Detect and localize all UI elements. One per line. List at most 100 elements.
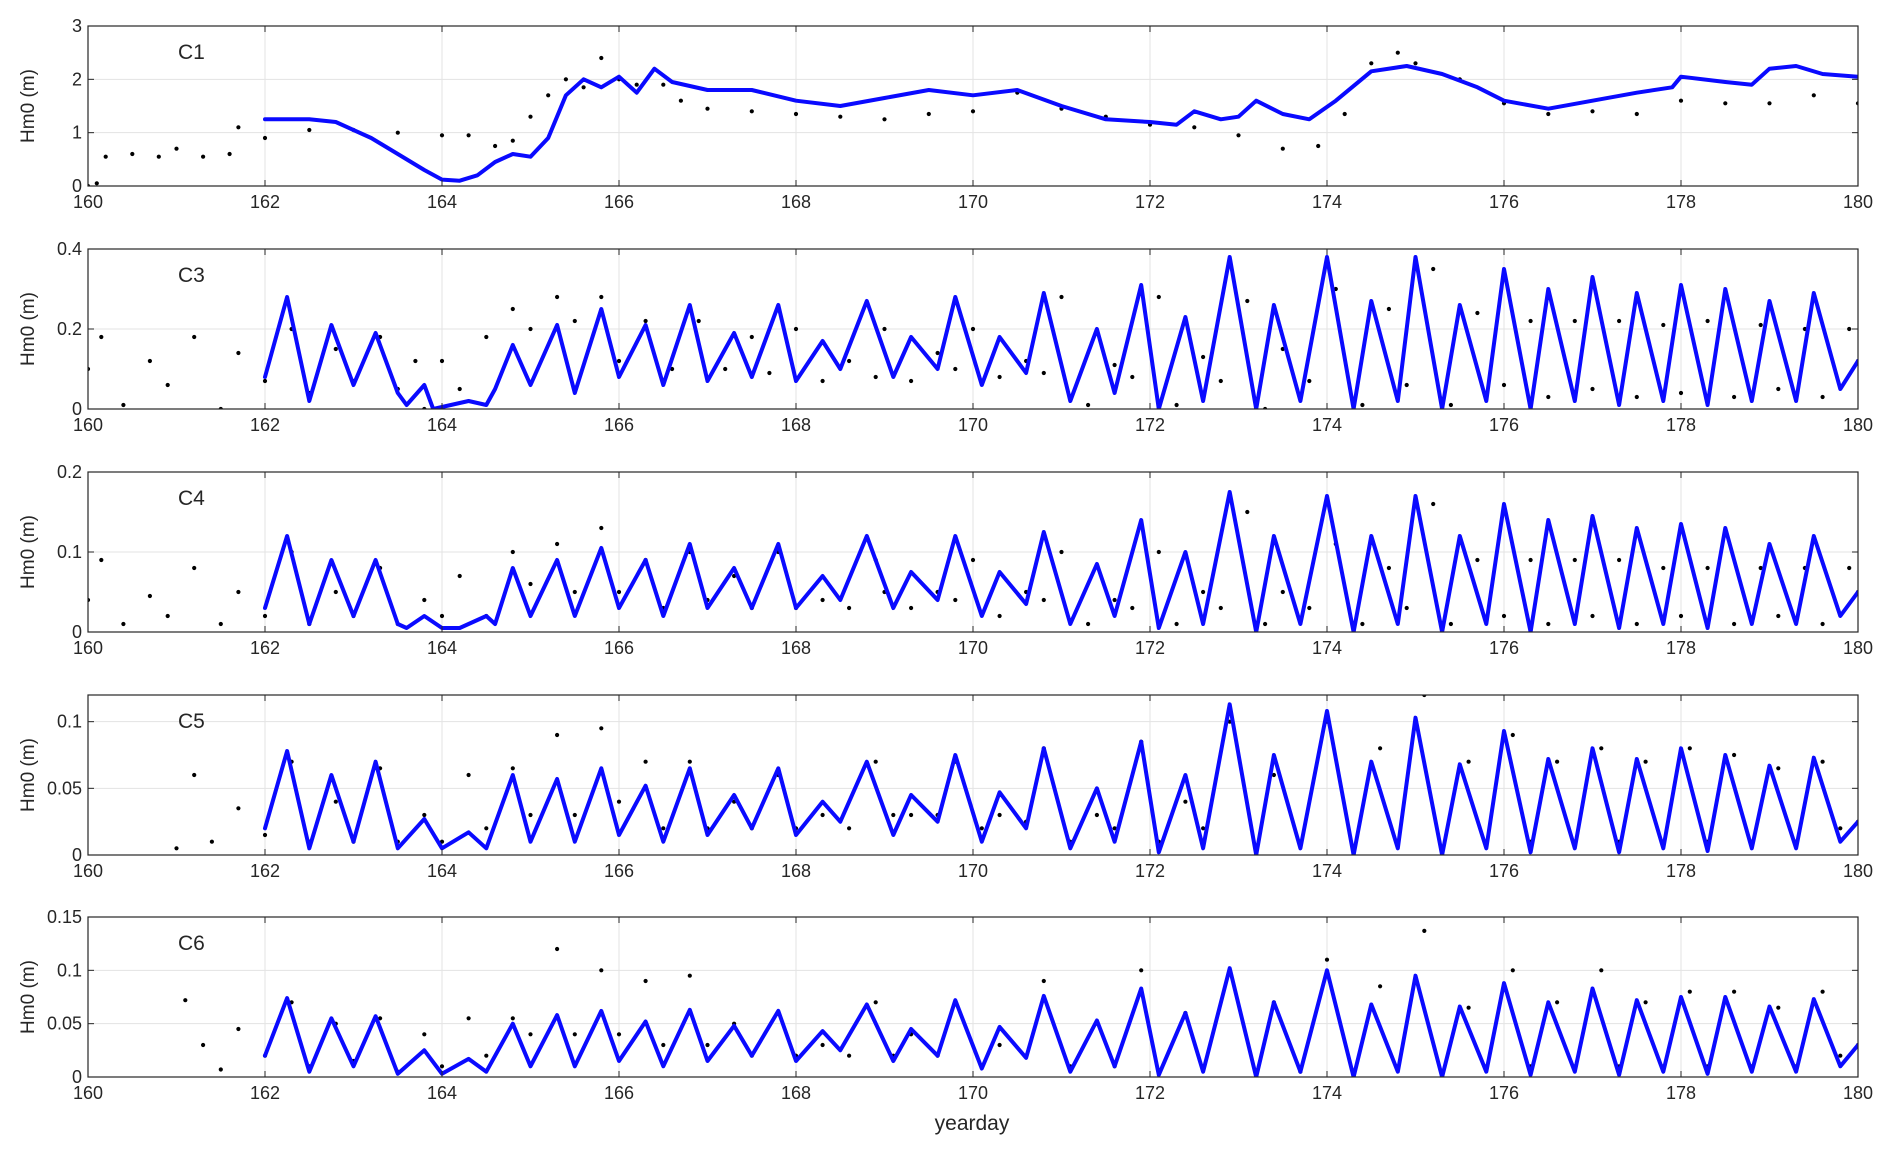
data-point [1280,146,1285,151]
x-tick-label: 162 [250,638,280,658]
data-point [1422,928,1427,934]
x-tick-label: 168 [781,192,811,212]
data-point [1475,310,1480,316]
data-point [1156,294,1161,300]
x-tick-label: 178 [1666,192,1696,212]
data-point [1767,101,1772,106]
data-point [121,402,126,408]
x-tick-label: 174 [1312,192,1342,212]
x-tick-label: 180 [1843,192,1873,212]
y-tick-label: 0.1 [57,712,82,732]
data-point [1263,621,1268,627]
x-tick-label: 178 [1666,1083,1696,1103]
data-point [1086,402,1091,408]
data-point [1342,111,1347,117]
x-tick-label: 168 [781,861,811,881]
data-point [1324,957,1330,962]
data-point [1183,799,1188,804]
data-point [1245,509,1250,515]
data-point [873,759,878,764]
data-point [1156,549,1161,555]
data-point [192,334,197,340]
data-point [378,1016,383,1021]
x-tick-label: 166 [604,415,634,435]
series-group [88,490,1858,632]
data-point [1838,1053,1843,1058]
data-point [1705,565,1710,571]
model-line [263,64,1858,183]
data-point [749,334,754,340]
y-tick-label: 0 [72,845,82,865]
data-point [873,374,878,380]
x-tick-label: 174 [1312,638,1342,658]
data-point [1466,1005,1471,1010]
data-point [439,1064,445,1069]
y-tick-label: 3 [72,16,82,36]
x-tick-label: 166 [604,1083,634,1103]
y-tick-label: 0.2 [57,319,82,339]
data-point [1510,968,1515,973]
y-tick-label: 0 [72,1067,82,1087]
data-point [1643,759,1648,764]
data-point [94,181,99,186]
data-point [130,151,135,157]
data-point [555,732,560,738]
observed-dots [88,266,1858,409]
data-point [1732,752,1737,758]
x-tick-label: 162 [250,192,280,212]
data-point [1528,557,1533,563]
data-point [678,98,684,103]
data-point [882,326,887,332]
data-point [466,1016,471,1021]
data-point [1590,386,1595,392]
data-point [820,378,825,384]
x-tick-label: 172 [1135,638,1165,658]
data-point [1643,1000,1648,1005]
data-point [581,85,586,90]
data-point [616,1032,622,1037]
data-point [847,826,852,831]
data-point [997,1042,1002,1048]
data-point [847,1053,852,1058]
data-point [970,326,976,332]
data-point [1546,394,1551,400]
data-point [696,318,701,324]
data-point [661,826,666,831]
data-point [1661,565,1666,571]
y-axis-label: Hm0 (m) [18,292,39,366]
data-point [307,127,312,133]
data-point [838,114,843,119]
y-tick-label: 2 [72,69,82,89]
data-point [599,55,604,61]
data-point [820,812,825,818]
data-point [1555,1000,1560,1005]
x-tick-label: 168 [781,415,811,435]
data-point [643,978,648,984]
data-point [1678,390,1684,396]
panels: 160 162 164 166 168 170 172 174 176 178 180 0 1 2 3 Hm0… [18,16,1873,1103]
data-point [165,382,170,388]
x-tick-label: 178 [1666,638,1696,658]
data-point [935,350,940,356]
data-point [847,358,852,364]
y-axis-label: Hm0 (m) [18,69,39,143]
model-line [263,966,1858,1077]
series-group [88,255,1858,409]
series-group [174,695,1858,855]
data-point [484,1053,489,1058]
data-point [1678,98,1684,103]
x-tick-label: 170 [958,192,988,212]
x-tick-label: 160 [73,192,103,212]
data-point [1413,61,1418,66]
data-point [793,111,799,117]
data-point [572,318,577,324]
y-tick-label: 0 [72,176,82,196]
data-point [572,589,577,595]
data-point [793,326,799,332]
data-point [1732,394,1737,400]
data-point [997,374,1002,380]
data-point [1501,613,1507,619]
data-point [1041,978,1046,984]
data-point [820,1042,825,1048]
